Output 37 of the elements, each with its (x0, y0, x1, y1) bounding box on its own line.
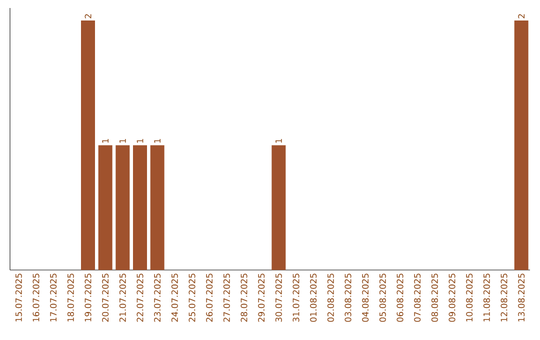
data-label: 1 (154, 138, 160, 143)
x-tick-label: 28.07.2025 (240, 274, 248, 322)
x-tick-label: 03.08.2025 (344, 274, 352, 322)
x-tick-label: 20.07.2025 (102, 274, 109, 322)
data-label: 2 (84, 14, 92, 18)
x-tick-label: 05.08.2025 (379, 274, 386, 322)
x-tick-label: 27.07.2025 (223, 274, 230, 322)
x-tick-label: 06.08.2025 (396, 274, 404, 322)
x-tick-label: 19.07.2025 (84, 274, 92, 322)
x-tick-label: 11.08.2025 (483, 274, 490, 322)
x-tick-label: 25.07.2025 (188, 274, 196, 322)
x-tick-label: 01.08.2025 (310, 274, 317, 322)
x-tick-label: 08.08.2025 (431, 274, 438, 322)
x-tick-label: 22.07.2025 (136, 274, 144, 322)
x-tick-label: 04.08.2025 (362, 274, 369, 322)
x-tick-label: 21.07.2025 (119, 274, 126, 322)
x-tick-label: 30.07.2025 (275, 274, 282, 322)
x-tick-label: 02.08.2025 (327, 274, 334, 322)
data-label: 1 (120, 138, 126, 143)
x-tick-label: 09.08.2025 (448, 274, 456, 322)
x-tick-label: 26.07.2025 (206, 274, 213, 322)
data-label: 1 (276, 138, 282, 143)
x-tick-label: 07.08.2025 (414, 274, 421, 322)
x-tick-label: 23.07.2025 (154, 274, 161, 322)
x-tick-label: 13.08.2025 (518, 274, 525, 322)
x-tick-label: 29.07.2025 (258, 274, 265, 322)
x-tick-label: 24.07.2025 (171, 274, 178, 322)
x-tick-label: 12.08.2025 (500, 274, 508, 322)
x-tick-label: 16.07.2025 (32, 274, 40, 322)
data-label: 2 (518, 14, 525, 18)
x-tick-label: 31.07.2025 (292, 274, 300, 322)
x-tick-label: 18.07.2025 (67, 274, 74, 322)
data-label: 1 (102, 138, 108, 143)
x-tick-label: 17.07.2025 (50, 274, 57, 322)
x-tick-label: 15.07.2025 (15, 274, 22, 322)
x-tick-label: 10.08.2025 (466, 274, 473, 322)
data-label: 1 (136, 138, 144, 143)
